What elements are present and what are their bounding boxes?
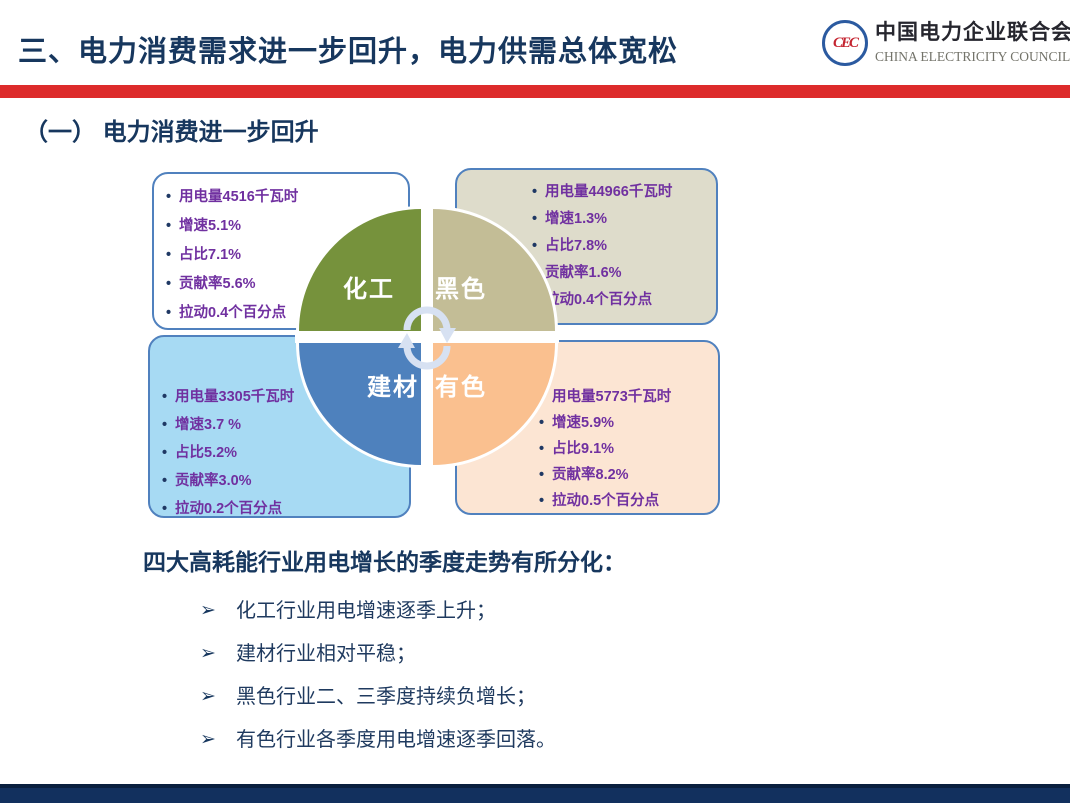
stat-item: • 用电量4516千瓦时 xyxy=(166,183,402,212)
stat-text: 拉动0.4个百分点 xyxy=(545,292,653,308)
summary-lead: 四大高耗能行业用电增长的季度走势有所分化： xyxy=(143,549,626,575)
page-title: 三、电力消费需求进一步回升，电力供需总体宽松 xyxy=(18,36,679,68)
summary-bullet-list: ➢ 化工行业用电增速逐季上升； ➢ 建材行业相对平稳； ➢ 黑色行业二、三季度持续负增… xyxy=(200,598,556,770)
bullet-marker: • xyxy=(166,305,172,321)
stat-item: • 用电量3305千瓦时 xyxy=(162,383,405,411)
stat-item: • 贡献率3.0% xyxy=(162,467,405,495)
list-item: ➢ 黑色行业二、三季度持续负增长； xyxy=(200,684,556,710)
bullet-marker: • xyxy=(162,389,168,405)
stat-text: 贡献率5.6% xyxy=(179,276,256,292)
bullet-marker: • xyxy=(166,276,172,292)
stat-text: 拉动0.5个百分点 xyxy=(552,493,660,509)
divider xyxy=(295,331,559,343)
bullet-marker: • xyxy=(539,467,545,483)
footer-divider xyxy=(0,784,1070,788)
red-accent-bar xyxy=(0,85,1070,98)
org-name-block: 中国电力企业联合会 CHINA ELECTRICITY COUNCIL xyxy=(875,16,1070,65)
stat-text: 用电量3305千瓦时 xyxy=(175,389,295,405)
quadrant-circle-diagram: 化工 黑色 建材 有色 xyxy=(295,205,559,469)
stat-item: • 占比9.1% xyxy=(539,436,714,462)
list-item-text: 化工行业用电增速逐季上升； xyxy=(236,600,496,622)
list-item: ➢ 化工行业用电增速逐季上升； xyxy=(200,598,556,624)
stat-text: 拉动0.4个百分点 xyxy=(179,305,287,321)
stat-item: • 增速3.7 % xyxy=(162,411,405,439)
arrow-bullet-icon: ➢ xyxy=(200,643,216,664)
cycle-arrows-icon xyxy=(398,306,456,370)
footer-bar xyxy=(0,788,1070,803)
stat-text: 拉动0.2个百分点 xyxy=(175,501,283,517)
bullet-marker: • xyxy=(532,238,538,254)
bullet-marker: • xyxy=(166,247,172,263)
bullet-marker: • xyxy=(539,441,545,457)
stat-text: 占比5.2% xyxy=(175,445,238,461)
stat-text: 用电量44966千瓦时 xyxy=(545,184,673,200)
stat-text: 用电量4516千瓦时 xyxy=(179,189,299,205)
list-item-text: 有色行业各季度用电增速逐季回落。 xyxy=(236,729,556,751)
list-item-text: 黑色行业二、三季度持续负增长； xyxy=(236,686,536,708)
list-item-text: 建材行业相对平稳； xyxy=(236,643,416,665)
arrow-bullet-icon: ➢ xyxy=(200,729,216,750)
org-name-en: CHINA ELECTRICITY COUNCIL xyxy=(875,49,1070,64)
cec-logo: CEC 中国电力企业联合会 CHINA ELECTRICITY COUNCIL xyxy=(822,16,1070,66)
bullet-marker: • xyxy=(162,501,168,517)
arrow-bullet-icon: ➢ xyxy=(200,686,216,707)
quadrant-label: 黑色 xyxy=(435,276,487,303)
bullet-marker: • xyxy=(162,445,168,461)
stat-text: 用电量5773千瓦时 xyxy=(552,389,672,405)
stat-text: 增速1.3% xyxy=(545,211,608,227)
stat-text: 占比9.1% xyxy=(552,441,615,457)
stat-item: • 占比5.2% xyxy=(162,439,405,467)
emblem-letters: CEC xyxy=(832,34,859,51)
stat-text: 占比7.1% xyxy=(179,247,242,263)
stat-text: 贡献率3.0% xyxy=(175,473,252,489)
quadrant-label: 有色 xyxy=(435,374,487,401)
bullet-marker: • xyxy=(166,218,172,234)
cec-emblem-icon: CEC xyxy=(822,20,868,66)
section-title: （一） 电力消费进一步回升 xyxy=(24,119,319,146)
stat-item: • 占比7.1% xyxy=(166,241,402,270)
stat-text: 贡献率8.2% xyxy=(552,467,629,483)
stat-text: 增速5.9% xyxy=(552,415,615,431)
bullet-marker: • xyxy=(166,189,172,205)
stat-text: 增速5.1% xyxy=(179,218,242,234)
quadrant-label: 化工 xyxy=(343,276,395,303)
stat-item: • 拉动0.4个百分点 xyxy=(166,299,402,328)
stat-item: 拉动0.4个百分点 xyxy=(532,287,712,314)
stat-text: 增速3.7 % xyxy=(175,417,242,433)
stat-item: • 增速5.9% xyxy=(539,410,714,436)
bullet-marker: • xyxy=(532,184,538,200)
stat-item: • 增速5.1% xyxy=(166,212,402,241)
bullet-marker: • xyxy=(539,415,545,431)
list-item: ➢ 有色行业各季度用电增速逐季回落。 xyxy=(200,727,556,753)
stat-item: •贡献率1.6% xyxy=(532,260,712,287)
bullet-marker: • xyxy=(539,493,545,509)
list-item: ➢ 建材行业相对平稳； xyxy=(200,641,556,667)
bullet-marker: • xyxy=(532,211,538,227)
stat-item: • 占比7.8% xyxy=(532,233,712,260)
org-name-cn: 中国电力企业联合会 xyxy=(875,21,1070,44)
stat-item: • 用电量44966千瓦时 xyxy=(532,179,712,206)
stat-item: • 贡献率5.6% xyxy=(166,270,402,299)
stat-item: •用电量5773千瓦时 xyxy=(539,384,714,410)
arrow-bullet-icon: ➢ xyxy=(200,600,216,621)
stat-item: • 增速1.3% xyxy=(532,206,712,233)
stat-text: 占比7.8% xyxy=(545,238,608,254)
stat-item: • 拉动0.5个百分点 xyxy=(539,488,714,514)
stat-item: • 拉动0.2个百分点 xyxy=(162,495,405,523)
bullet-marker: • xyxy=(162,473,168,489)
bullet-marker: • xyxy=(162,417,168,433)
stat-text: 贡献率1.6% xyxy=(545,265,622,281)
quadrant-label: 建材 xyxy=(367,374,419,401)
stat-item: • 贡献率8.2% xyxy=(539,462,714,488)
